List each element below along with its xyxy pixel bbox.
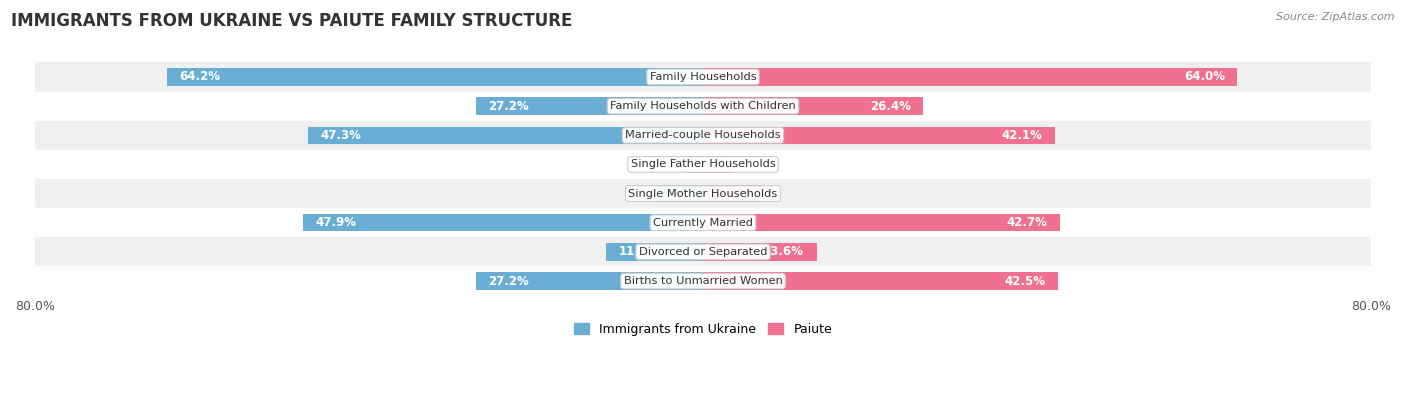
Text: 7.0%: 7.0% — [725, 187, 755, 200]
Text: 13.6%: 13.6% — [763, 245, 804, 258]
Bar — [35, 121, 1371, 150]
Bar — [35, 150, 1371, 179]
Text: 27.2%: 27.2% — [488, 100, 529, 113]
Text: Single Mother Households: Single Mother Households — [628, 188, 778, 199]
Bar — [35, 208, 1371, 237]
Text: Divorced or Separated: Divorced or Separated — [638, 247, 768, 257]
Bar — [35, 237, 1371, 267]
Text: 2.0%: 2.0% — [693, 158, 723, 171]
Text: 42.1%: 42.1% — [1001, 129, 1042, 142]
Bar — [703, 272, 1057, 290]
Text: Currently Married: Currently Married — [652, 218, 754, 228]
Text: Births to Unmarried Women: Births to Unmarried Women — [624, 276, 782, 286]
Text: IMMIGRANTS FROM UKRAINE VS PAIUTE FAMILY STRUCTURE: IMMIGRANTS FROM UKRAINE VS PAIUTE FAMILY… — [11, 12, 572, 30]
Bar — [167, 68, 703, 86]
Text: 47.9%: 47.9% — [315, 216, 357, 229]
Text: Single Father Households: Single Father Households — [631, 160, 775, 169]
Bar — [703, 156, 731, 173]
Bar — [686, 156, 703, 173]
Legend: Immigrants from Ukraine, Paiute: Immigrants from Ukraine, Paiute — [569, 318, 837, 341]
Text: 11.6%: 11.6% — [619, 245, 659, 258]
Text: 42.5%: 42.5% — [1004, 275, 1045, 288]
Bar — [703, 243, 817, 261]
Bar — [475, 98, 703, 115]
Text: 64.0%: 64.0% — [1184, 70, 1225, 83]
Bar — [35, 179, 1371, 208]
Text: 64.2%: 64.2% — [180, 70, 221, 83]
Bar — [308, 126, 703, 144]
Bar — [475, 272, 703, 290]
Text: Family Households with Children: Family Households with Children — [610, 101, 796, 111]
Text: 42.7%: 42.7% — [1007, 216, 1047, 229]
Bar — [703, 214, 1060, 231]
Bar — [35, 267, 1371, 295]
Bar — [703, 98, 924, 115]
Text: 26.4%: 26.4% — [870, 100, 911, 113]
Bar — [35, 62, 1371, 92]
Text: 3.3%: 3.3% — [695, 158, 724, 171]
Text: Family Households: Family Households — [650, 72, 756, 82]
Bar — [703, 126, 1054, 144]
Text: 27.2%: 27.2% — [488, 275, 529, 288]
Bar — [304, 214, 703, 231]
Bar — [703, 185, 762, 202]
Text: Married-couple Households: Married-couple Households — [626, 130, 780, 140]
Text: 5.8%: 5.8% — [661, 187, 690, 200]
Bar — [655, 185, 703, 202]
Bar — [606, 243, 703, 261]
Bar — [703, 68, 1237, 86]
Bar — [35, 92, 1371, 121]
Text: Source: ZipAtlas.com: Source: ZipAtlas.com — [1277, 12, 1395, 22]
Text: 47.3%: 47.3% — [321, 129, 361, 142]
